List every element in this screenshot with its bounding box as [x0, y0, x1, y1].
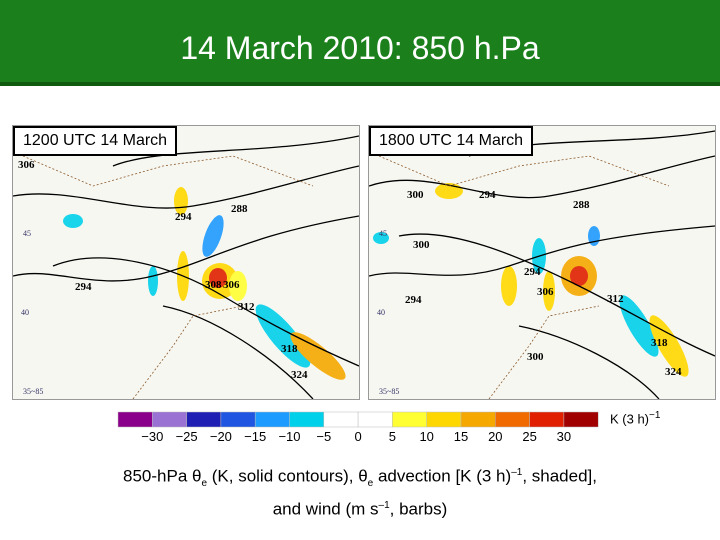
caption-text: , barbs): [389, 499, 448, 519]
contour-label: 288: [231, 203, 248, 215]
colorbar-swatch: [289, 411, 325, 428]
contour-label: 318: [281, 343, 298, 355]
grid-label: 35~85: [23, 387, 43, 396]
colorbar-swatch: [460, 411, 496, 428]
colorbar-swatch: [357, 411, 393, 428]
colorbar-swatch: [186, 411, 222, 428]
colorbar-swatch: [117, 411, 153, 428]
boundaries: [378, 155, 670, 399]
colorbar-swatch: [563, 411, 599, 428]
map-panel: 306 294 288 294 308 306 312 318 324 45 4…: [12, 125, 360, 400]
colorbar-swatch: [529, 411, 565, 428]
contour-label: 294: [405, 294, 422, 306]
boundaries: [22, 155, 314, 399]
contour-label: 312: [607, 293, 624, 305]
caption-sup: –1: [511, 467, 523, 478]
caption-sub: e: [201, 478, 208, 490]
panel-label: 1200 UTC 14 March: [13, 126, 178, 156]
colorbar-unit: K (3 h)−1: [610, 410, 660, 426]
contours: [13, 135, 359, 399]
colorbar-tick-label: 0: [354, 429, 361, 444]
header: [0, 0, 720, 86]
caption-text: 850-hPa θ: [123, 466, 202, 486]
contour-label: 324: [291, 369, 308, 381]
unit-text: K (3 h): [610, 411, 650, 427]
caption-line: 850-hPa θe (K, solid contours), θe advec…: [0, 462, 720, 495]
contour-label: 306: [537, 286, 554, 298]
colorbar-swatch: [152, 411, 187, 428]
contour-label: 312: [238, 301, 255, 313]
colorbar-tick-label: 15: [454, 429, 468, 444]
caption-sup: –1: [378, 500, 390, 512]
caption-line: and wind (m s–1, barbs): [0, 495, 720, 521]
map: 306 294 288 294 308 306 312 318 324 45 4…: [13, 135, 359, 399]
contours: [369, 130, 715, 399]
caption: 850-hPa θe (K, solid contours), θe advec…: [0, 462, 720, 521]
colorbar-tick-label: 25: [522, 429, 536, 444]
colorbar-tick-label: −15: [244, 429, 266, 444]
contour-label: 318: [651, 337, 668, 349]
colorbar-swatch: [392, 411, 427, 428]
contour-label: 308: [205, 279, 222, 291]
colorbar-tick-label: −10: [278, 429, 300, 444]
colorbar-swatch: [495, 411, 530, 428]
colorbar-swatch: [323, 411, 359, 428]
colorbar-tick-label: −30: [141, 429, 163, 444]
contour-label: 288: [573, 199, 590, 211]
panel-label: 1800 UTC 14 March: [369, 126, 534, 156]
grid-label: 45: [379, 229, 387, 238]
colorbar-tick-label: 20: [488, 429, 502, 444]
grid-label: 35~85: [379, 387, 399, 396]
caption-text: , shaded],: [522, 466, 597, 486]
contour-label: 300: [527, 351, 544, 363]
colorbar-tick-label: 5: [389, 429, 396, 444]
shading: [373, 183, 689, 377]
colorbar-tick-label: −25: [176, 429, 198, 444]
grid-label: 40: [377, 308, 385, 317]
map: 300 294 288 300 294 294 306 312 318 300 …: [369, 130, 715, 399]
contour-label: 300: [413, 239, 430, 251]
colorbar-swatch: [254, 411, 290, 428]
contour-label: 294: [479, 189, 496, 201]
caption-text: (K, solid contours), θ: [207, 466, 368, 486]
colorbar-swatch: [220, 411, 256, 428]
caption-text: advection [K (3 h): [373, 466, 512, 486]
contour-label: 294: [524, 266, 541, 278]
unit-exponent: −1: [649, 410, 661, 421]
caption-text: and wind (m s: [272, 499, 379, 519]
slide-title: 14 March 2010: 850 h.Pa: [180, 30, 540, 66]
contour-label: 294: [175, 211, 192, 223]
contour-label: 324: [665, 366, 682, 378]
contour-label: 294: [75, 281, 92, 293]
contour-label: 300: [407, 189, 424, 201]
colorbar-tick-label: −5: [316, 429, 331, 444]
contour-label: 306: [223, 279, 240, 291]
colorbar-tick-label: 30: [557, 429, 571, 444]
map-panel: 300 294 288 300 294 294 306 312 318 300 …: [368, 125, 716, 400]
colorbar-tick-label: −20: [210, 429, 232, 444]
caption-sub: e: [367, 478, 374, 490]
colorbar: −30 −25 −20 −15 −10 −5 0 5 10 15 20 25 30: [117, 411, 599, 444]
colorbar-tick-label: 10: [419, 429, 433, 444]
contour-label: 306: [18, 159, 35, 171]
grid-label: 45: [23, 229, 31, 238]
colorbar-swatch: [426, 411, 462, 428]
shading: [63, 187, 346, 380]
grid-label: 40: [21, 308, 29, 317]
